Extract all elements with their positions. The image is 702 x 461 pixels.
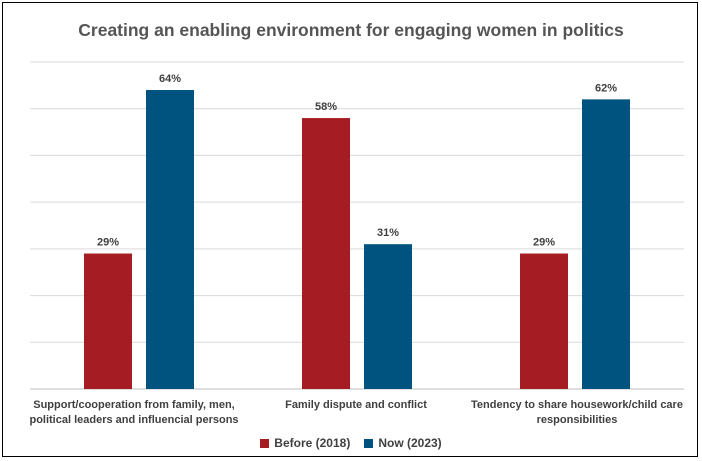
legend-item-now: Now (2023)	[364, 436, 442, 450]
data-label-before-0: 29%	[97, 237, 119, 249]
bar-before-1	[302, 118, 350, 390]
bar-before-0	[84, 253, 132, 389]
legend-label-before: Before (2018)	[274, 436, 351, 450]
data-label-before-2: 29%	[533, 237, 555, 249]
bar-before-2	[520, 253, 568, 389]
category-label-dispute: Family dispute and conflict	[285, 399, 427, 411]
data-label-before-1: 58%	[315, 101, 337, 113]
legend-label-now: Now (2023)	[378, 436, 442, 450]
category-label-housework: Tendency to share housework/child care r…	[471, 399, 683, 426]
bar-now-1	[364, 244, 412, 389]
legend-item-before: Before (2018)	[260, 436, 350, 450]
legend-swatch-now	[364, 438, 374, 448]
data-label-now-1: 31%	[377, 227, 399, 239]
chart-title: Creating an enabling environment for eng…	[78, 20, 624, 40]
data-label-now-2: 62%	[595, 82, 617, 94]
bar-now-0	[146, 90, 194, 390]
legend: Before (2018) Now (2023)	[0, 436, 702, 450]
legend-swatch-before	[260, 438, 270, 448]
data-label-now-0: 64%	[159, 73, 181, 85]
bar-now-2	[582, 99, 630, 389]
category-label-support: Support/cooperation from family, men, po…	[29, 399, 239, 426]
